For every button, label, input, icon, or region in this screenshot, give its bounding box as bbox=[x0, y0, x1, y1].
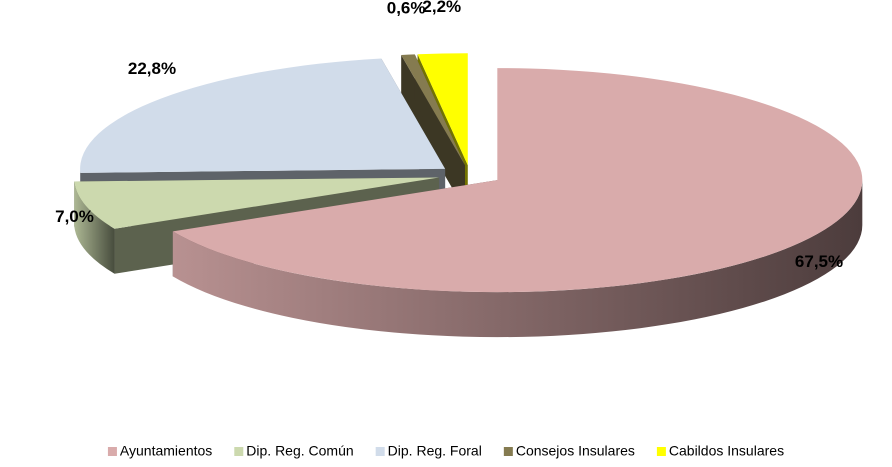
data-label: 0,6% bbox=[387, 0, 426, 18]
slice bbox=[401, 54, 465, 166]
slice-group bbox=[401, 54, 465, 211]
data-label: 67,5% bbox=[795, 252, 843, 271]
slice bbox=[172, 68, 863, 293]
slice-group bbox=[172, 68, 863, 338]
legend-swatch bbox=[107, 447, 117, 456]
data-label: 22,8% bbox=[128, 59, 176, 78]
slice bbox=[80, 58, 446, 173]
legend-swatch bbox=[234, 447, 244, 456]
legend-swatch bbox=[375, 447, 385, 456]
data-label: 2,2% bbox=[422, 0, 461, 16]
slice-side bbox=[172, 180, 863, 338]
legend-swatch bbox=[503, 447, 513, 456]
slice bbox=[74, 177, 440, 229]
slice-side bbox=[74, 181, 115, 274]
legend-label: Ayuntamientos bbox=[120, 443, 212, 459]
slice bbox=[417, 53, 468, 166]
legend-label: Dip. Reg. Foral bbox=[388, 443, 482, 459]
legend-label: Cabildos Insulares bbox=[669, 443, 784, 459]
legend-label: Consejos Insulares bbox=[516, 443, 635, 459]
data-label: 7,0% bbox=[55, 207, 94, 226]
legend-label: Dip. Reg. Común bbox=[246, 443, 353, 459]
legend-swatch bbox=[656, 447, 666, 456]
